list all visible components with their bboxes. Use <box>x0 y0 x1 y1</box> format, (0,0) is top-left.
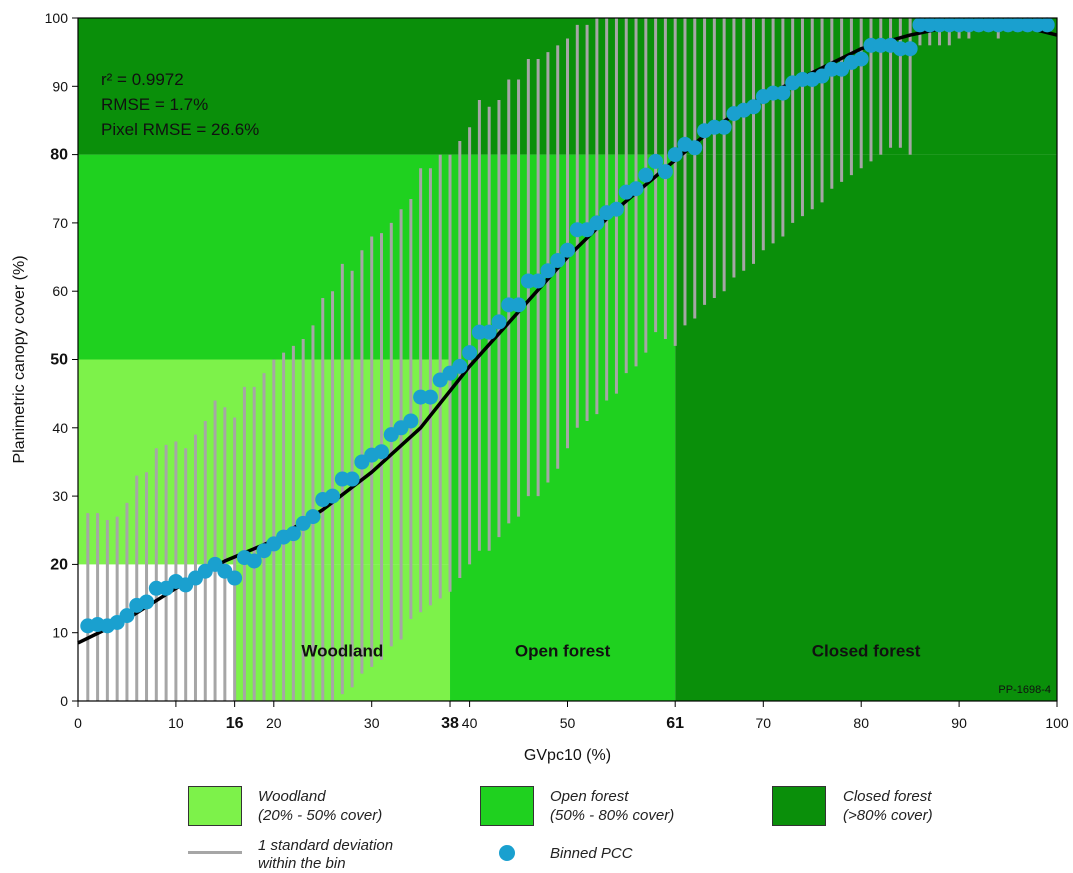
y-tick-label: 30 <box>52 488 68 504</box>
legend-open-forest-title: Open forest <box>550 788 629 805</box>
binned-pcc-point <box>667 147 683 163</box>
legend-open-forest-swatch <box>480 786 534 826</box>
figure-id-label: PP-1698-4 <box>998 684 1051 696</box>
zone-region-3 <box>78 154 676 360</box>
x-tick-label: 38 <box>441 715 459 732</box>
binned-pcc-point <box>550 252 566 268</box>
legend-closed-forest-sub: (>80% cover) <box>843 807 933 824</box>
binned-pcc-point <box>638 167 654 183</box>
chart-text: 0 10 16 20 30 38 40 50 61 70 80 90 10001020304050607… <box>11 10 1069 764</box>
zone-region-4 <box>450 359 676 701</box>
zone-region-6 <box>675 154 1057 702</box>
binned-pcc-point <box>305 509 321 525</box>
y-tick-label: 0 <box>60 693 68 709</box>
x-tick-label: 20 <box>266 715 282 731</box>
x-tick-label: 100 <box>1045 715 1069 731</box>
y-tick-label: 50 <box>50 352 68 369</box>
legend-woodland-swatch <box>188 786 242 826</box>
x-tick-label: 10 <box>168 715 184 731</box>
binned-pcc-point <box>657 164 673 180</box>
stats-line: Pixel RMSE = 26.6% <box>101 120 259 139</box>
legend-woodland-sub: (20% - 50% cover) <box>258 807 383 824</box>
binned-pcc-point <box>648 153 664 169</box>
legend-closed-forest-title: Closed forest <box>843 788 932 805</box>
legend-closed-forest-swatch <box>772 786 826 826</box>
y-tick-label: 10 <box>52 625 68 641</box>
binned-pcc-point <box>775 85 791 101</box>
binned-pcc-point <box>344 471 360 487</box>
legend-pcc-dot <box>499 845 515 861</box>
x-tick-label: 70 <box>756 715 772 731</box>
x-tick-label: 40 <box>462 715 478 731</box>
binned-pcc-point <box>530 273 546 289</box>
x-tick-label: 30 <box>364 715 380 731</box>
binned-pcc-point <box>452 358 468 374</box>
binned-pcc-point <box>853 51 869 67</box>
legend-sd-line <box>188 851 242 854</box>
binned-pcc-point <box>716 119 732 135</box>
binned-pcc-point <box>1039 17 1055 33</box>
y-tick-label: 100 <box>45 10 69 26</box>
x-tick-label: 61 <box>666 715 684 732</box>
legend-sd-line2: within the bin <box>258 855 346 872</box>
binned-pcc-point <box>119 608 135 624</box>
binned-pcc-points <box>80 17 1055 634</box>
y-tick-label: 20 <box>50 556 68 573</box>
y-axis-label: Planimetric canopy cover (%) <box>11 255 28 463</box>
legend-open-forest-sub: (50% - 80% cover) <box>550 807 675 824</box>
binned-pcc-point <box>462 345 478 361</box>
x-tick-label: 16 <box>226 715 244 732</box>
binned-pcc-point <box>628 181 644 197</box>
binned-pcc-point <box>285 526 301 542</box>
binned-pcc-point <box>608 201 624 217</box>
x-tick-label: 90 <box>951 715 967 731</box>
y-tick-label: 90 <box>52 78 68 94</box>
binned-pcc-point <box>560 242 575 258</box>
legend-pcc-label: Binned PCC <box>550 845 633 862</box>
legend-woodland-title: Woodland <box>258 788 326 805</box>
binned-pcc-point <box>246 553 262 569</box>
binned-pcc-point <box>589 215 605 231</box>
binned-pcc-point <box>540 263 556 279</box>
y-tick-label: 60 <box>52 283 68 299</box>
binned-pcc-point <box>687 140 703 156</box>
binned-pcc-point <box>403 413 419 429</box>
binned-pcc-point <box>746 99 762 115</box>
binned-pcc-point <box>373 444 389 460</box>
x-axis-label: GVpc10 (%) <box>524 747 611 764</box>
zone-label: Woodland <box>301 642 383 661</box>
binned-pcc-point <box>902 41 918 57</box>
binned-pcc-point <box>422 389 438 405</box>
x-tick-label: 80 <box>853 715 869 731</box>
y-tick-label: 80 <box>50 147 68 164</box>
y-tick-label: 40 <box>52 420 68 436</box>
legend-sd-line1: 1 standard deviation <box>258 837 394 854</box>
binned-pcc-point <box>511 297 527 313</box>
y-tick-label: 70 <box>52 215 68 231</box>
stats-line: r² = 0.9972 <box>101 70 184 89</box>
binned-pcc-point <box>491 314 507 330</box>
x-tick-label: 0 <box>74 715 82 731</box>
axes <box>72 17 1058 707</box>
binned-pcc-point <box>139 594 155 610</box>
zone-regions <box>78 18 1057 702</box>
zone-label: Closed forest <box>812 642 921 661</box>
stats-line: RMSE = 1.7% <box>101 95 208 114</box>
binned-pcc-point <box>325 488 341 504</box>
binned-pcc-point <box>227 570 243 586</box>
binned-pcc-point <box>481 324 497 340</box>
zone-label: Open forest <box>515 642 611 661</box>
x-tick-label: 50 <box>560 715 576 731</box>
